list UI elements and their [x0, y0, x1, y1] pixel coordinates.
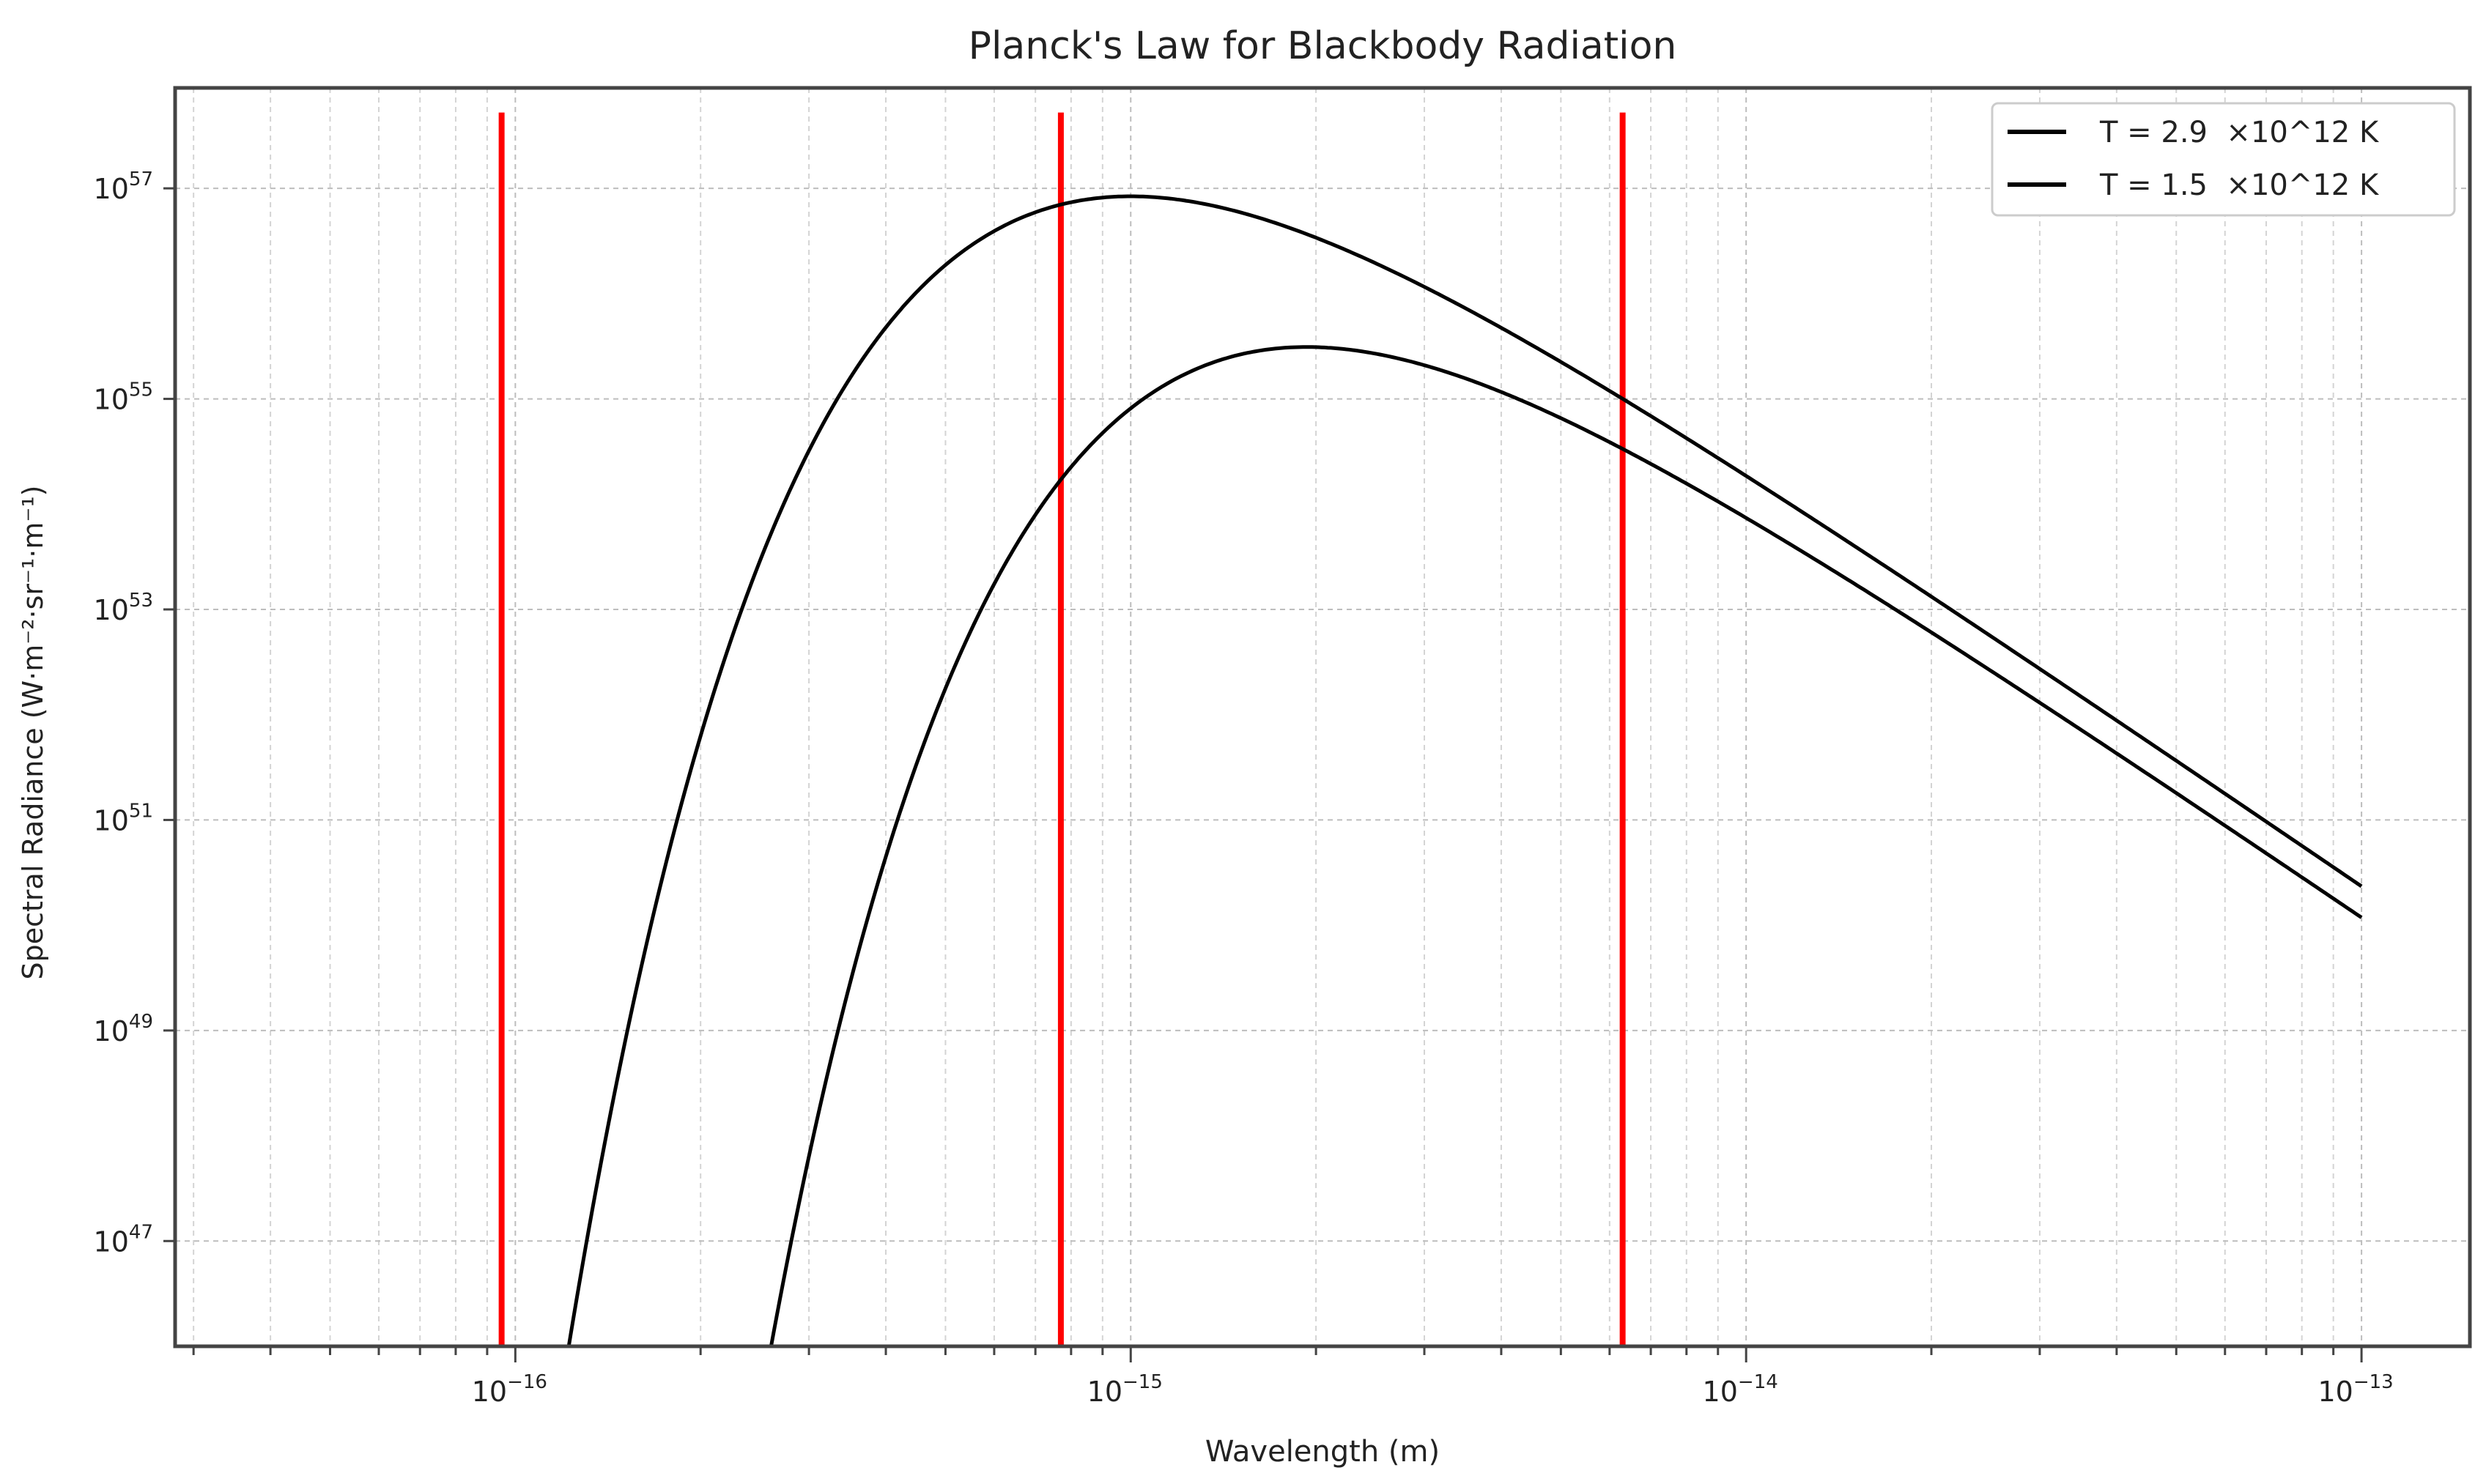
y-tick-label: 1055 [94, 379, 153, 416]
y-axis-label: Spectral Radiance (W·m⁻²·sr⁻¹·m⁻¹) [17, 485, 49, 979]
legend-label-2: T = 1.5 ×10^12 K [2099, 168, 2380, 202]
y-tick-label: 1049 [94, 1011, 153, 1047]
plot-frame [173, 86, 2472, 1348]
y-tick-label: 1051 [94, 800, 153, 836]
x-tick-label: 10−15 [1087, 1371, 1163, 1408]
x-tick-label: 10−16 [472, 1371, 547, 1408]
chart-title: Planck's Law for Blackbody Radiation [969, 24, 1677, 68]
x-axis-label: Wavelength (m) [1205, 1435, 1440, 1469]
x-axis: 10−16 10−15 10−14 10−13 [192, 1346, 2394, 1408]
grid [175, 88, 2470, 1346]
y-axis: 1057 1055 1053 1051 1049 1047 [94, 168, 175, 1258]
curves [566, 194, 2363, 1346]
x-tick-label: 10−14 [1703, 1371, 1778, 1408]
x-tick-label: 10−13 [2317, 1371, 2393, 1408]
legend-label-1: T = 2.9 ×10^12 K [2099, 116, 2380, 149]
legend-box [1991, 102, 2456, 217]
y-tick-label: 1047 [94, 1221, 153, 1258]
series-line-2 [769, 345, 2363, 1346]
vertical-lines [498, 112, 1626, 1346]
y-tick-label: 1053 [94, 590, 153, 626]
legend: T = 2.9 ×10^12 K T = 1.5 ×10^12 K [1991, 102, 2456, 217]
series-line-1 [566, 194, 2363, 1346]
y-tick-label: 1057 [94, 168, 153, 205]
